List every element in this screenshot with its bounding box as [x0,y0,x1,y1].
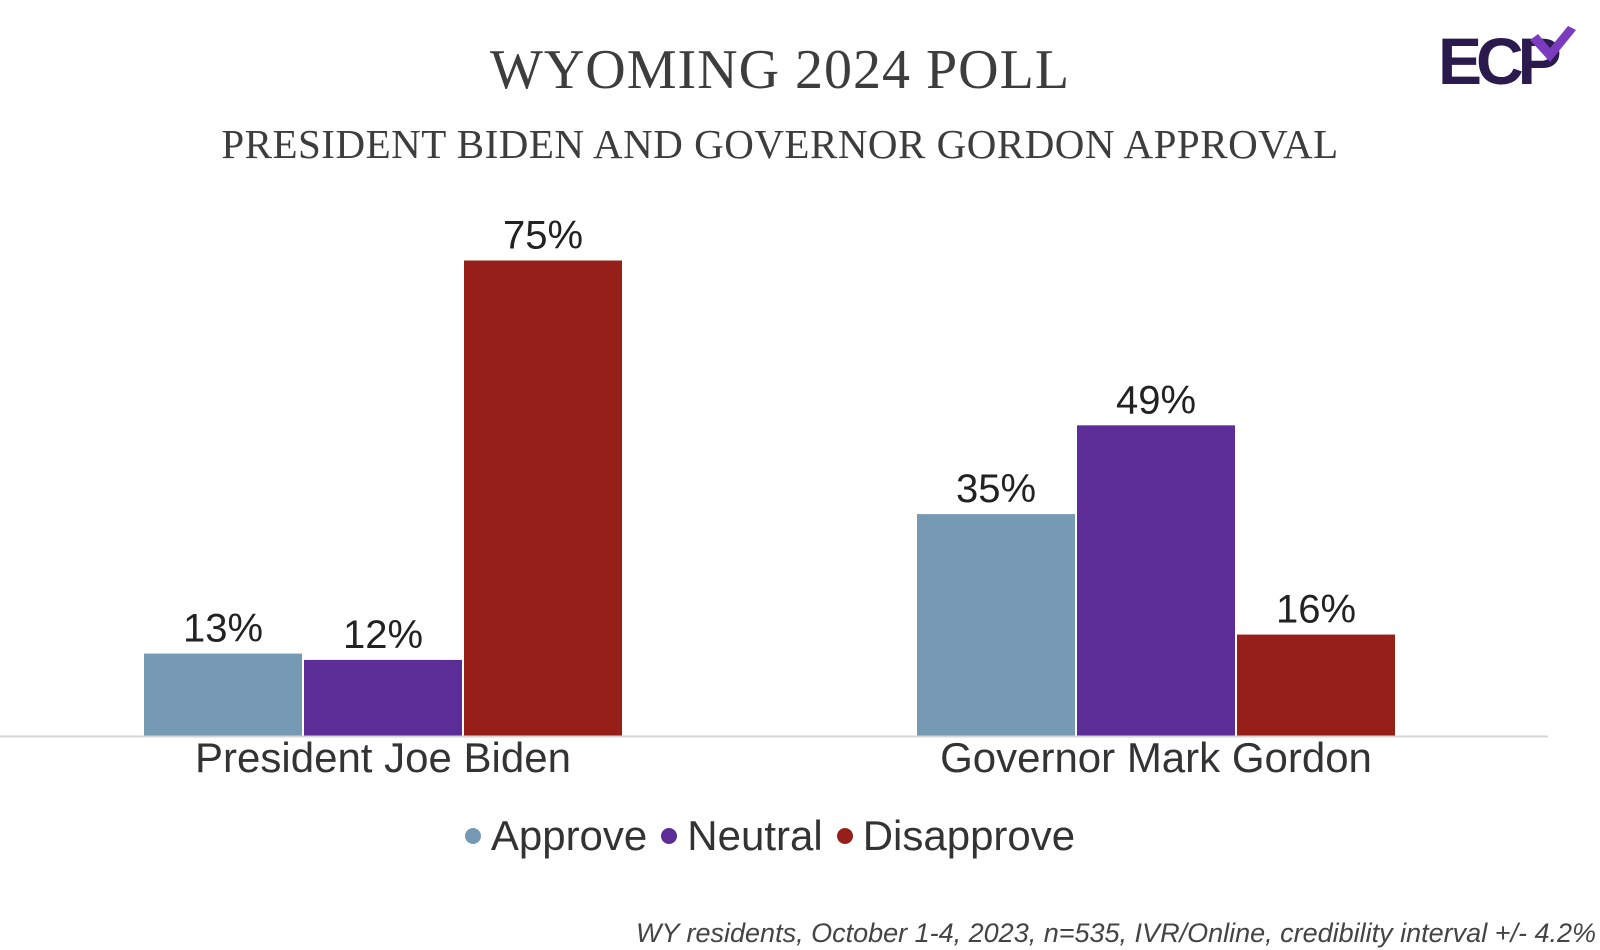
logo-check-mark [1530,26,1576,62]
ecp-logo-icon: ECP [1438,24,1576,94]
chart-subtitle: PRESIDENT BIDEN AND GOVERNOR GORDON APPR… [221,121,1339,167]
data-label-disapprove-governor-mark-gordon: 16% [1276,588,1356,632]
legend-label-disapprove: Disapprove [862,812,1076,859]
logo-text: ECP [1438,24,1560,94]
data-label-approve-president-joe-biden: 13% [183,607,263,651]
bar-disapprove-governor-mark-gordon [1237,634,1395,736]
legend-item-approve: Approve [464,812,648,860]
legend-swatch-approve [464,828,481,844]
data-label-neutral-governor-mark-gordon: 49% [1116,378,1196,422]
chart-legend: Approve Neutral Disapprove [0,812,1600,860]
bar-approve-president-joe-biden [144,653,302,736]
category-label-governor-mark-gordon: Governor Mark Gordon [940,734,1372,781]
chart-title: WYOMING 2024 POLL [489,39,1071,101]
category-label-president-joe-biden: President Joe Biden [195,734,571,781]
legend-swatch-neutral [661,828,678,844]
bar-approve-governor-mark-gordon [917,514,1075,736]
bar-neutral-governor-mark-gordon [1077,425,1235,736]
legend-label-neutral: Neutral [687,812,823,859]
data-label-approve-governor-mark-gordon: 35% [956,467,1036,511]
legend-label-approve: Approve [490,812,648,859]
bar-disapprove-president-joe-biden [464,260,622,736]
legend-item-disapprove: Disapprove [836,812,1076,860]
survey-footnote: WY residents, October 1-4, 2023, n=535, … [636,918,1596,948]
legend-item-neutral: Neutral [661,812,823,860]
bar-neutral-president-joe-biden [304,659,462,736]
data-label-neutral-president-joe-biden: 12% [343,613,423,657]
data-label-disapprove-president-joe-biden: 75% [503,214,583,258]
legend-swatch-disapprove [836,828,853,844]
